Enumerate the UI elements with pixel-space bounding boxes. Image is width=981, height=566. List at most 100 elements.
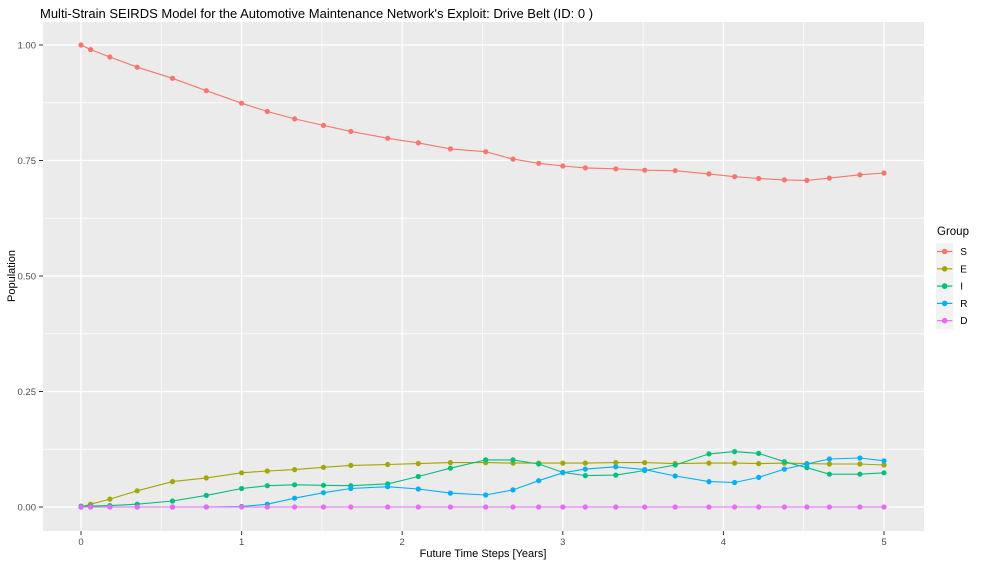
data-point-I [510, 457, 516, 463]
legend-label-S: S [960, 247, 967, 258]
data-point-E [264, 468, 270, 474]
series-line-I [81, 451, 885, 507]
x-tick-label: 2 [400, 537, 405, 548]
data-point-R [613, 464, 619, 470]
y-tick-label: 0.00 [18, 503, 37, 514]
data-point-S [781, 177, 788, 183]
data-point-D [756, 504, 762, 510]
data-point-R [582, 466, 588, 472]
legend-item-I: I [936, 277, 963, 295]
data-point-D [88, 504, 94, 510]
data-point-R [804, 461, 810, 467]
data-point-D [613, 504, 619, 510]
data-point-I [756, 450, 762, 456]
legend-swatch-point-I [941, 283, 948, 289]
legend-swatch-point-D [941, 317, 948, 324]
data-point-S [881, 170, 887, 176]
data-point-S [582, 165, 588, 171]
data-point-E [756, 461, 762, 467]
data-point-E [857, 461, 863, 467]
legend-swatch-point-S [941, 248, 948, 255]
data-point-E [447, 460, 453, 466]
data-point-R [826, 456, 833, 462]
data-point-D [169, 504, 176, 510]
data-point-I [536, 461, 542, 467]
x-tick-label: 0 [78, 537, 83, 548]
data-point-D [672, 504, 678, 510]
data-point-S [320, 122, 327, 128]
data-point-R [781, 466, 788, 472]
legend-label-R: R [960, 299, 967, 310]
data-point-D [857, 504, 863, 510]
data-point-S [483, 149, 489, 155]
data-point-D [642, 504, 648, 510]
data-point-I [320, 482, 327, 488]
y-tick-label: 0.25 [18, 387, 37, 398]
data-point-S [107, 54, 113, 60]
gridlines [43, 22, 924, 531]
legend-swatch-point-E [941, 266, 948, 272]
data-point-D [781, 504, 788, 510]
data-point-I [292, 482, 298, 488]
data-point-E [826, 461, 833, 467]
data-point-R [510, 487, 516, 493]
data-point-R [732, 479, 738, 486]
data-point-I [857, 471, 863, 477]
legend-title: Group [937, 226, 969, 238]
data-point-D [560, 504, 566, 510]
data-point-I [804, 465, 810, 471]
data-point-E [582, 460, 588, 466]
data-point-D [348, 504, 354, 510]
data-point-S [672, 168, 678, 174]
data-point-E [560, 460, 566, 466]
data-point-S [169, 75, 176, 81]
data-point-R [857, 455, 863, 461]
y-tick-label: 1.00 [18, 41, 37, 52]
data-point-I [447, 465, 453, 471]
data-point-S [415, 140, 421, 146]
legend-item-R: R [936, 294, 968, 313]
data-point-D [804, 504, 810, 510]
data-point-E [385, 461, 391, 468]
x-tick-label: 3 [560, 537, 565, 548]
data-point-S [756, 175, 762, 182]
data-point-S [78, 42, 84, 48]
data-point-E [706, 460, 712, 466]
data-point-E [348, 462, 354, 468]
x-tick-label: 4 [721, 537, 726, 548]
data-point-I [203, 492, 209, 498]
data-point-S [292, 116, 298, 122]
data-point-R [672, 473, 678, 479]
data-point-E [881, 462, 887, 468]
data-point-R [415, 486, 421, 492]
axis-tick-labels: 0 1 2 3 4 5 0.00 0.25 0.50 0.75 1.00 [18, 41, 887, 549]
data-point-D [292, 504, 298, 510]
data-point-D [134, 504, 140, 510]
data-point-I [706, 451, 712, 457]
data-point-R [642, 467, 648, 473]
data-point-S [264, 108, 270, 115]
data-point-R [881, 458, 887, 464]
data-point-S [348, 128, 354, 134]
data-point-E [642, 460, 648, 466]
data-point-S [857, 172, 863, 178]
data-point-D [385, 504, 391, 510]
data-point-S [203, 88, 209, 94]
legend-label-I: I [960, 282, 963, 293]
y-tick-label: 0.50 [18, 272, 37, 283]
x-tick-label: 1 [239, 537, 244, 548]
data-point-S [385, 135, 391, 141]
legend-item-S: S [936, 242, 967, 261]
data-point-E [732, 460, 738, 466]
data-point-R [320, 490, 327, 496]
data-point-R [447, 490, 453, 496]
data-point-S [447, 146, 453, 152]
data-point-I [264, 483, 270, 489]
x-tick-label: 5 [881, 537, 886, 548]
data-point-D [78, 504, 84, 510]
series-D [78, 504, 887, 510]
data-point-I [881, 470, 887, 476]
data-point-S [732, 174, 738, 180]
data-point-S [706, 171, 712, 177]
